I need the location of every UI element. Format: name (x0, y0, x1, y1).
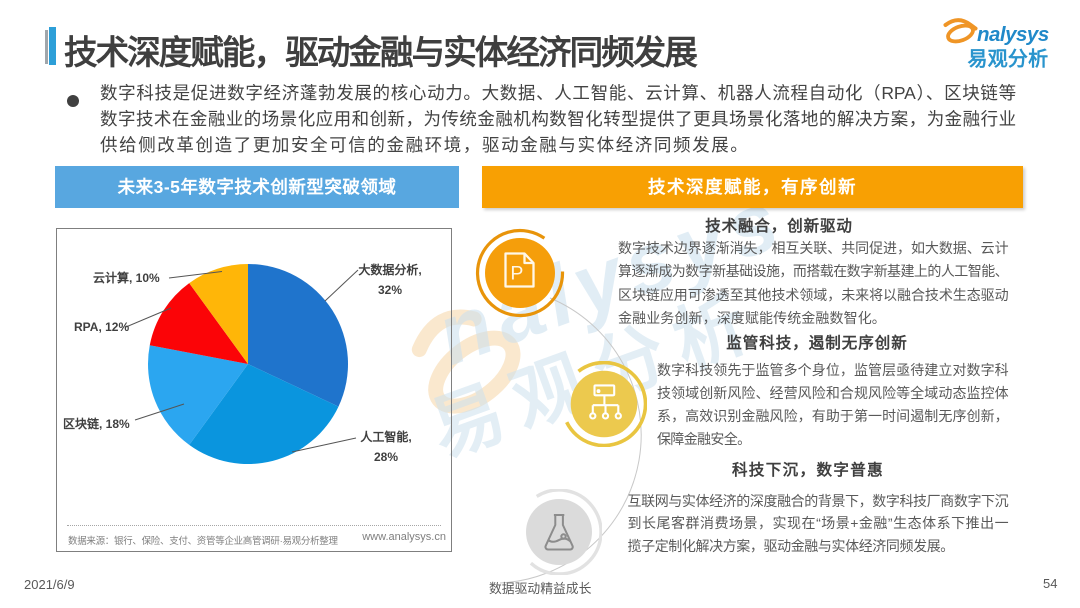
svg-text:P: P (510, 262, 523, 284)
svg-text:nalysys: nalysys (977, 23, 1049, 46)
svg-text:易观分析: 易观分析 (968, 48, 1049, 71)
